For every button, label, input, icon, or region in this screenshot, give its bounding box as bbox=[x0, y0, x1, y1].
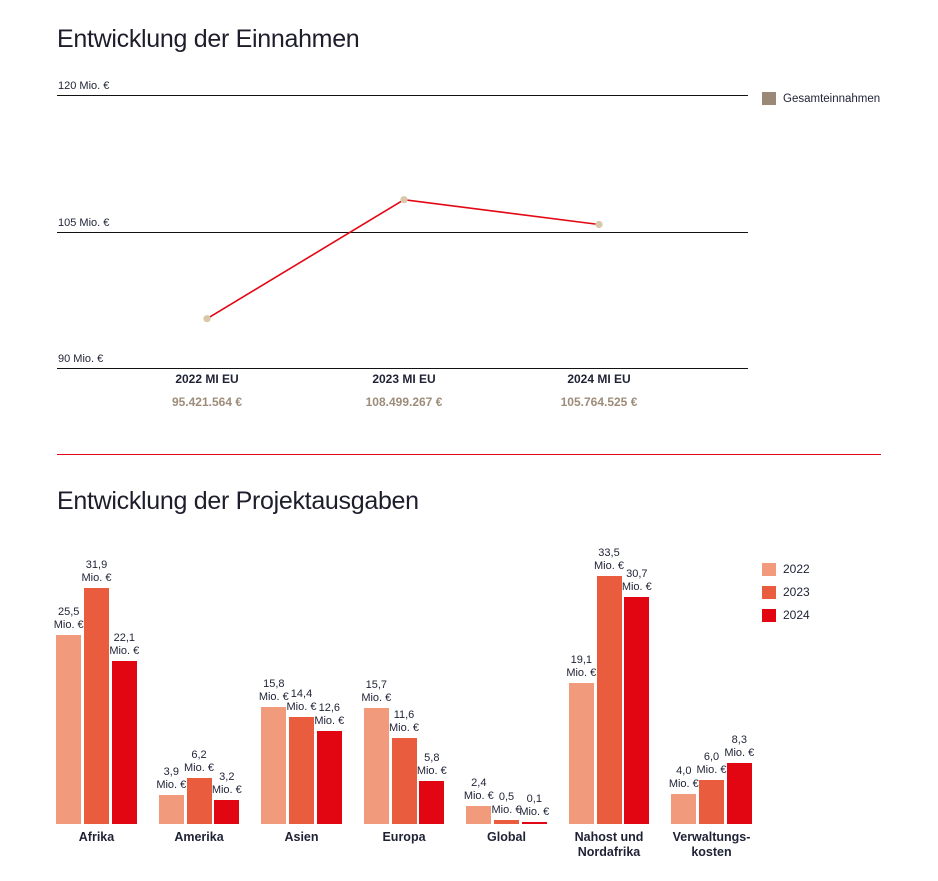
legend-item-2023: 2023 bbox=[762, 585, 810, 599]
bar-value-label: 8,3 Mio. € bbox=[724, 733, 755, 759]
data-point-marker bbox=[203, 315, 211, 323]
x-axis-label: 2023 MI EU bbox=[372, 372, 436, 386]
y-axis-tick-label: 120 Mio. € bbox=[58, 80, 110, 92]
category-label: Afrika bbox=[78, 830, 115, 844]
bar-2024-asien bbox=[316, 730, 342, 824]
bar-2024-amerika bbox=[214, 800, 240, 824]
bar-2022-amerika bbox=[158, 795, 184, 824]
series-line bbox=[206, 198, 600, 320]
bar-value-label: 0,1 Mio. € bbox=[519, 793, 550, 818]
legend-label: Gesamteinnahmen bbox=[783, 92, 881, 105]
category-label: Verwaltungs- kosten bbox=[672, 830, 751, 859]
bar-value-label: 0,5 Mio. € bbox=[491, 791, 522, 817]
section-divider bbox=[57, 454, 881, 455]
legend-item-2024: 2024 bbox=[762, 608, 810, 622]
expenses-bar-chart: 25,5 Mio. € 31,9 Mio. € 22,1 Mio. € Afrika 3… bbox=[54, 545, 755, 865]
category-label: Nahost und Nordafrika bbox=[574, 830, 644, 859]
y-axis-tick-label: 105 Mio. € bbox=[58, 216, 110, 229]
bar-value-label: 11,6 Mio. € bbox=[389, 709, 419, 735]
bar-value-label: 5,8 Mio. € bbox=[416, 752, 447, 778]
2023-swatch-icon bbox=[762, 585, 776, 599]
legend-label: 2022 bbox=[783, 562, 810, 576]
y-axis-tick-label: 90 Mio. € bbox=[58, 353, 104, 365]
bar-value-label: 25,5 Mio. € bbox=[53, 606, 84, 632]
revenue-line-series bbox=[203, 196, 603, 323]
bar-value-label: 19,1 Mio. € bbox=[566, 653, 597, 679]
bar-value-label: 12,6 Mio. € bbox=[314, 701, 345, 727]
data-point-value: 95.421.564 € bbox=[171, 395, 243, 409]
2022-swatch-icon bbox=[762, 562, 776, 576]
bar-2022-asien bbox=[261, 707, 287, 824]
bar-2024-global bbox=[521, 822, 547, 824]
gridline bbox=[57, 231, 748, 233]
legend-label: 2024 bbox=[783, 608, 810, 622]
category-label: Global bbox=[487, 830, 526, 844]
bar-2023-nahost und bbox=[596, 576, 622, 824]
bar-value-label: 15,7 Mio. € bbox=[361, 678, 392, 704]
gesamteinnahmen-swatch-icon bbox=[762, 92, 776, 105]
bar-2024-verwaltungs- bbox=[726, 762, 752, 824]
bar-value-label: 6,0 Mio. € bbox=[696, 750, 727, 776]
bar-value-label: 2,4 Mio. € bbox=[463, 777, 494, 803]
bar-value-label: 31,9 Mio. € bbox=[81, 558, 112, 584]
bar-value-label: 3,9 Mio. € bbox=[156, 766, 187, 792]
data-point-value: 108.499.267 € bbox=[365, 395, 443, 409]
legend-label: 2023 bbox=[783, 585, 810, 599]
data-point-value: 105.764.525 € bbox=[560, 395, 638, 409]
bar-2024-europa bbox=[419, 781, 445, 824]
gridline bbox=[57, 95, 748, 96]
bar-2023-afrika bbox=[84, 587, 109, 824]
bar-value-label: 22,1 Mio. € bbox=[109, 631, 140, 657]
bar-value-label: 30,7 Mio. € bbox=[621, 567, 652, 593]
revenue-line-chart: 120 Mio. € 105 Mio. € 90 Mio. € 2022 MI EU 9… bbox=[57, 80, 748, 420]
expenses-legend: 2022 2023 2024 bbox=[762, 562, 810, 622]
bar-value-label: 4,0 Mio. € bbox=[668, 765, 699, 791]
bar-2023-amerika bbox=[186, 778, 212, 824]
bar-2023-asien bbox=[289, 717, 314, 824]
category-label: Amerika bbox=[174, 830, 224, 844]
category-label: Asien bbox=[284, 830, 319, 844]
bar-2023-verwaltungs- bbox=[699, 779, 724, 824]
bar-2024-afrika bbox=[111, 660, 137, 824]
bar-2022-verwaltungs- bbox=[671, 794, 697, 824]
data-point-marker bbox=[595, 220, 603, 229]
bar-value-label: 6,2 Mio. € bbox=[184, 749, 214, 775]
bar-value-label: 15,8 Mio. € bbox=[258, 678, 289, 704]
revenue-chart-title: Entwicklung der Einnahmen bbox=[57, 25, 360, 53]
2024-swatch-icon bbox=[762, 608, 776, 622]
bar-value-label: 3,2 Mio. € bbox=[211, 771, 242, 797]
revenue-legend: Gesamteinnahmen bbox=[762, 92, 880, 105]
bar-2022-nahost und bbox=[568, 682, 594, 824]
legend-item-2022: 2022 bbox=[762, 562, 810, 576]
data-point-marker bbox=[400, 196, 408, 204]
bar-value-label: 14,4 Mio. € bbox=[286, 688, 317, 714]
gridline bbox=[57, 368, 748, 369]
bar-2022-europa bbox=[363, 707, 389, 824]
bar-value-label: 33,5 Mio. € bbox=[594, 547, 624, 573]
x-axis-label: 2024 MI EU bbox=[567, 372, 631, 386]
expenses-chart-title: Entwicklung der Projektausgaben bbox=[57, 487, 419, 515]
bar-2024-nahost und bbox=[624, 596, 650, 824]
legend-item-gesamteinnahmen: Gesamteinnahmen bbox=[762, 92, 880, 105]
bar-2023-global bbox=[494, 820, 519, 824]
bar-2022-global bbox=[466, 806, 492, 824]
category-label: Europa bbox=[382, 830, 426, 844]
x-axis-label: 2022 MI EU bbox=[175, 372, 239, 386]
bar-2022-afrika bbox=[56, 635, 82, 824]
bar-2023-europa bbox=[391, 738, 417, 824]
